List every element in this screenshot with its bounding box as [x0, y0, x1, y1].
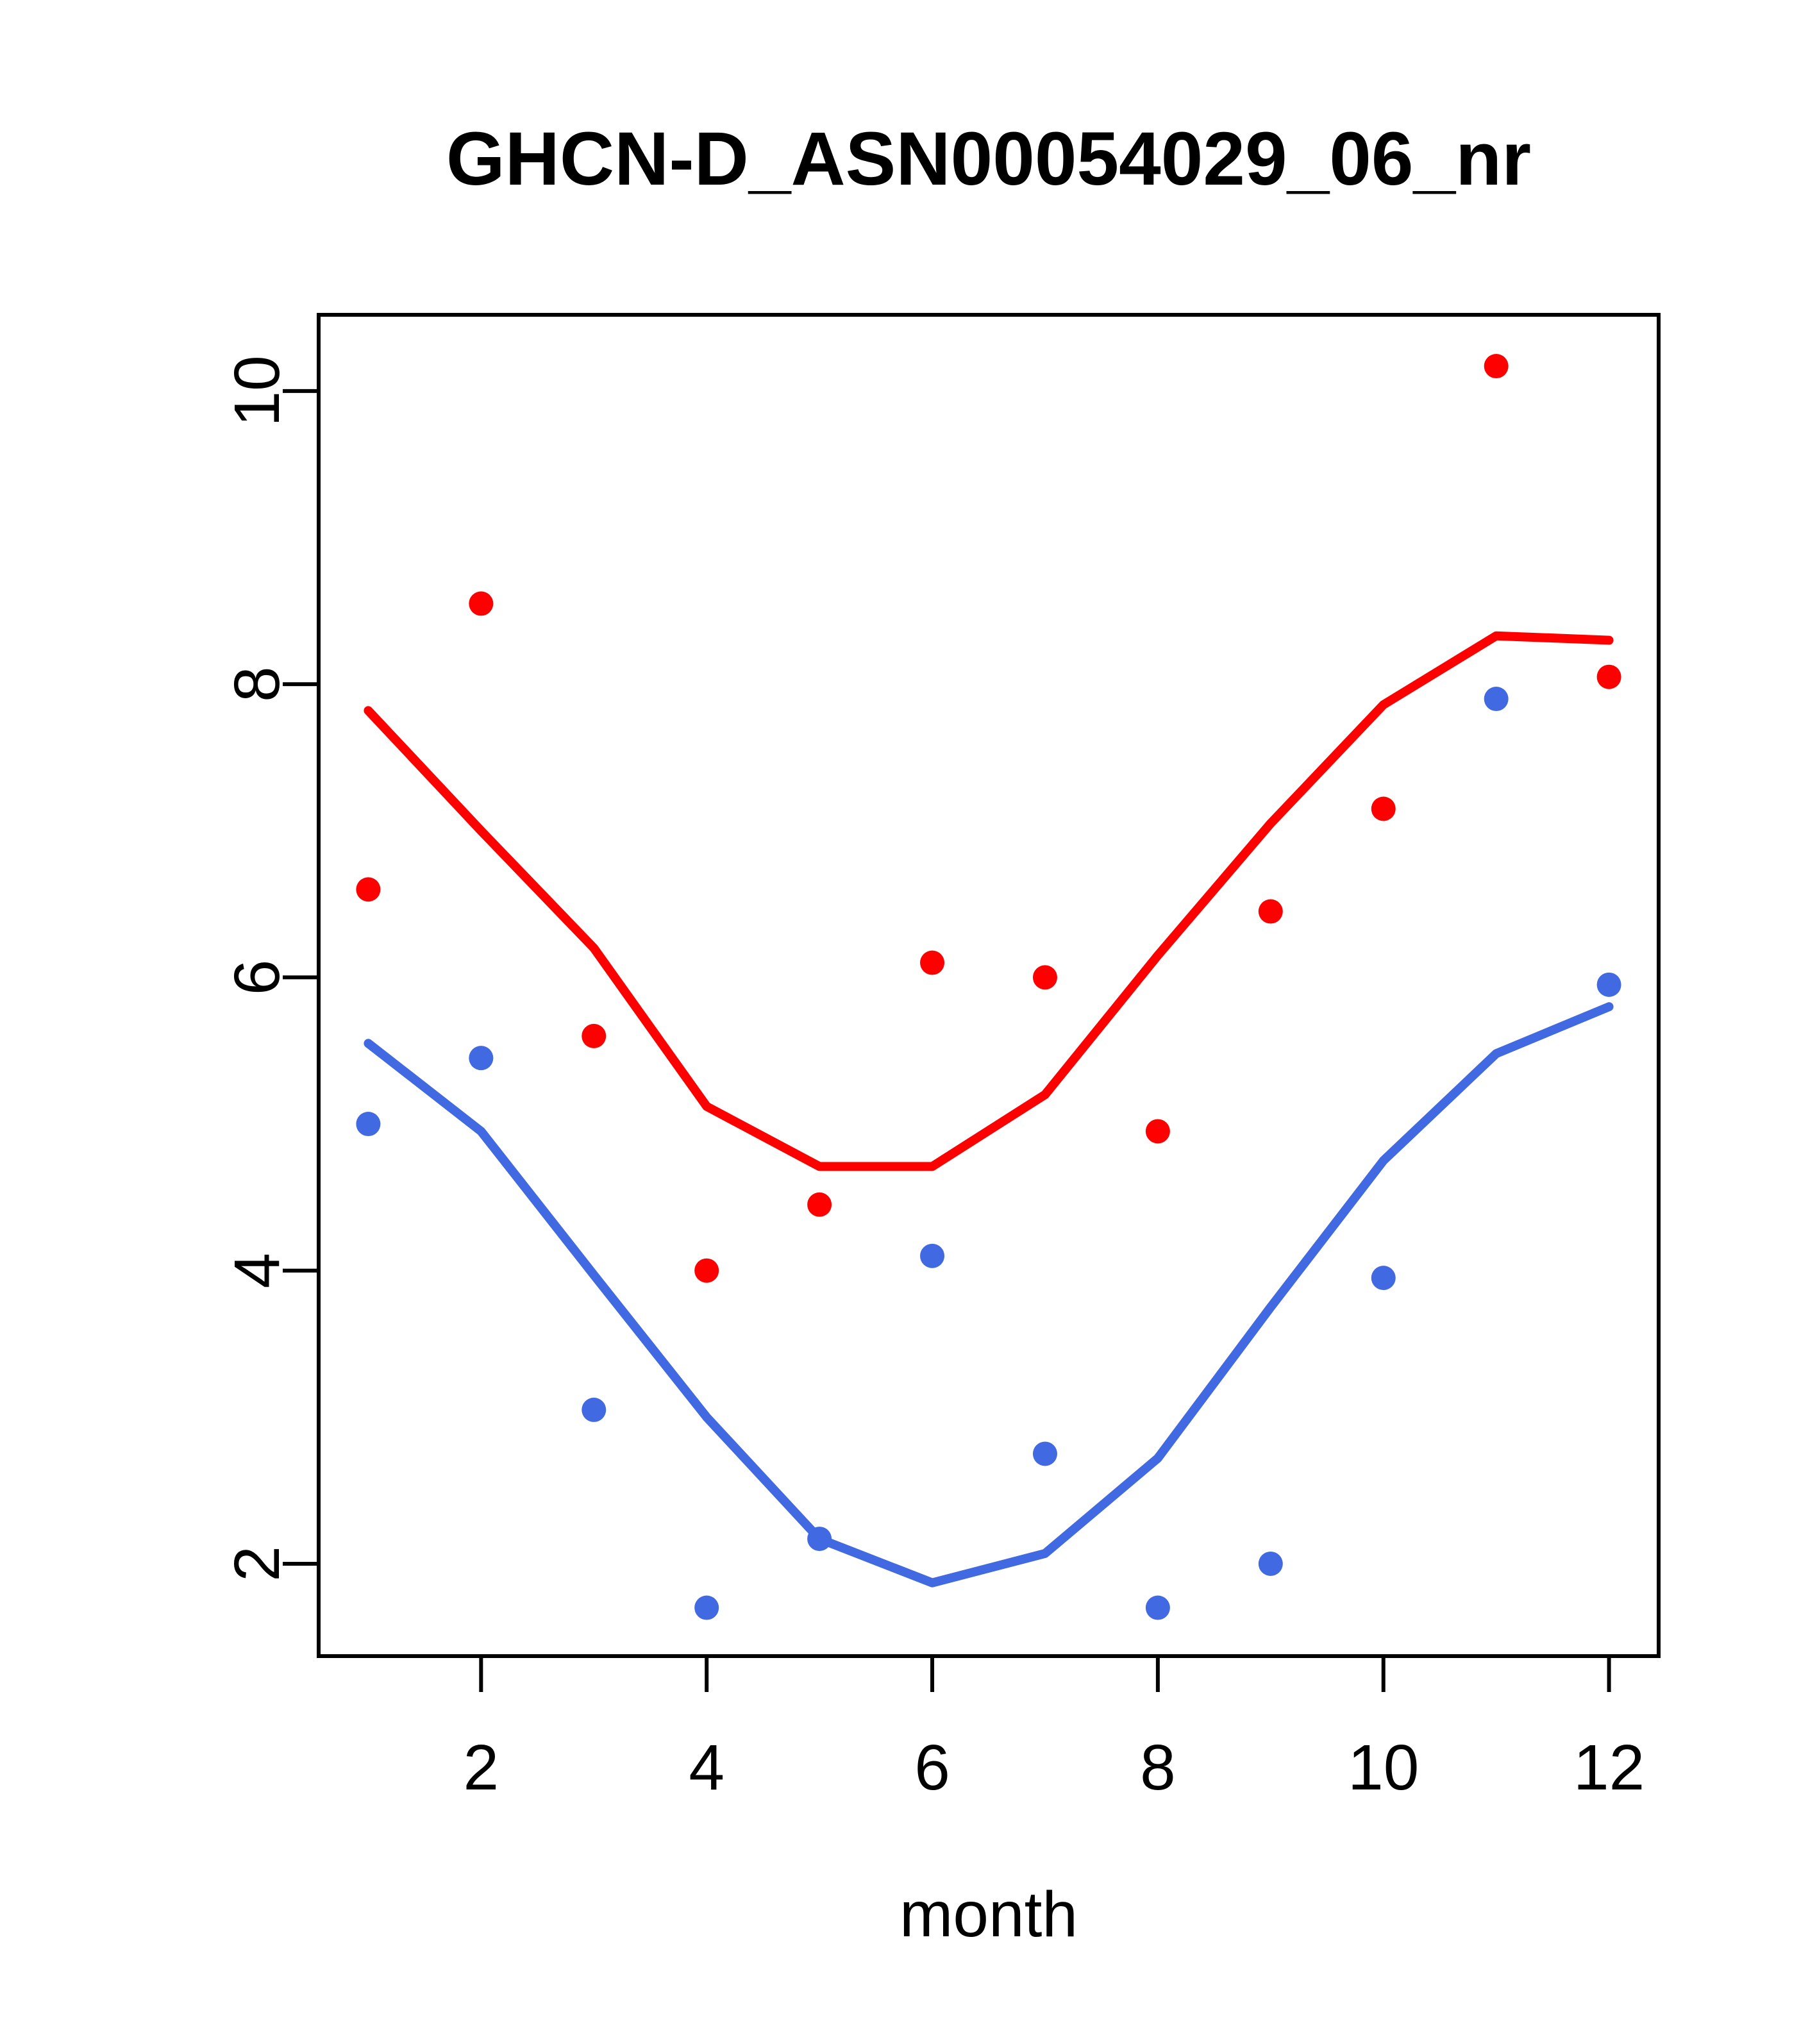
blue-point-month-6	[920, 1243, 945, 1268]
red-point-month-1	[356, 877, 381, 902]
blue-lowess-line	[364, 1002, 1614, 1587]
x-tick-label: 4	[689, 1732, 724, 1804]
x-tick-label: 10	[1348, 1732, 1419, 1804]
blue-point-month-10	[1371, 1266, 1396, 1291]
blue-point-month-12	[1596, 972, 1621, 997]
x-tick-label: 12	[1573, 1732, 1645, 1804]
chart-title: GHCN-D_ASN00054029_06_nr	[446, 117, 1531, 201]
x-tick-label: 2	[464, 1732, 499, 1804]
x-axis-label: month	[900, 1879, 1078, 1950]
blue-point-month-7	[1032, 1441, 1057, 1466]
red-point-month-8	[1145, 1119, 1170, 1144]
axes-layer: 2 4 6 8 10 12 2 4 6 8 10	[221, 355, 1645, 1804]
red-point-month-4	[694, 1258, 719, 1283]
blue-point-month-9	[1258, 1551, 1283, 1576]
blue-point-month-4	[694, 1595, 719, 1620]
y-tick-label: 4	[221, 1253, 293, 1289]
y-tick-label: 8	[221, 666, 293, 702]
plot-box	[317, 313, 1661, 1658]
y-tick-label: 2	[221, 1546, 293, 1582]
blue-point-month-11	[1484, 687, 1509, 712]
red-point-month-6	[920, 950, 945, 975]
red-point-month-10	[1371, 796, 1396, 821]
blue-point-month-1	[356, 1112, 381, 1137]
y-tick-label: 10	[221, 355, 293, 426]
blue-point-month-3	[582, 1397, 607, 1422]
red-point-month-3	[582, 1023, 607, 1048]
red-point-month-9	[1258, 899, 1283, 924]
red-point-month-12	[1596, 664, 1621, 689]
red-point-month-11	[1484, 354, 1509, 379]
red-point-month-2	[469, 591, 494, 616]
blue-point-month-2	[469, 1046, 494, 1071]
red-point-month-5	[807, 1192, 832, 1217]
y-tick-label: 6	[221, 960, 293, 996]
red-lowess-line	[364, 631, 1614, 1171]
blue-point-month-8	[1145, 1595, 1170, 1620]
series-layer	[356, 354, 1621, 1620]
red-point-month-7	[1032, 965, 1057, 990]
x-tick-label: 6	[914, 1732, 950, 1804]
x-tick-label: 8	[1140, 1732, 1176, 1804]
